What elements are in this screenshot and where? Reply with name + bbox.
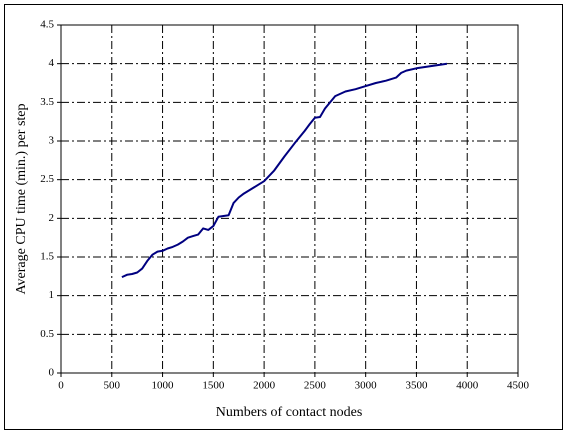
y-tick-label: 2 [49, 212, 55, 224]
x-tick-label: 500 [104, 380, 121, 392]
y-tick-label: 3.5 [40, 96, 54, 108]
y-tick-label: 1.5 [40, 251, 54, 263]
y-tick-label: 0 [49, 367, 55, 379]
x-tick-label: 3000 [355, 380, 378, 392]
y-tick-label: 1 [49, 289, 55, 301]
x-axis-title: Numbers of contact nodes [216, 405, 363, 420]
x-tick-label: 2000 [253, 380, 276, 392]
plot-area [60, 24, 519, 374]
x-tick-label: 4500 [507, 380, 530, 392]
x-tick-label: 2500 [304, 380, 327, 392]
y-tick-label: 3 [49, 135, 55, 147]
x-tick-label: 3500 [405, 380, 428, 392]
y-tick-label: 4 [49, 57, 55, 69]
y-tick-label: 2.5 [40, 173, 54, 185]
y-tick-label: 4.5 [40, 19, 54, 31]
y-tick-label: 0.5 [40, 328, 54, 340]
x-tick-label: 4000 [456, 380, 479, 392]
y-axis-title: Average CPU time (min.) per step [14, 103, 29, 294]
data-line [121, 62, 448, 279]
x-tick-label: 1500 [202, 380, 225, 392]
x-tick-label: 1000 [152, 380, 175, 392]
x-tick-label: 0 [58, 380, 64, 392]
